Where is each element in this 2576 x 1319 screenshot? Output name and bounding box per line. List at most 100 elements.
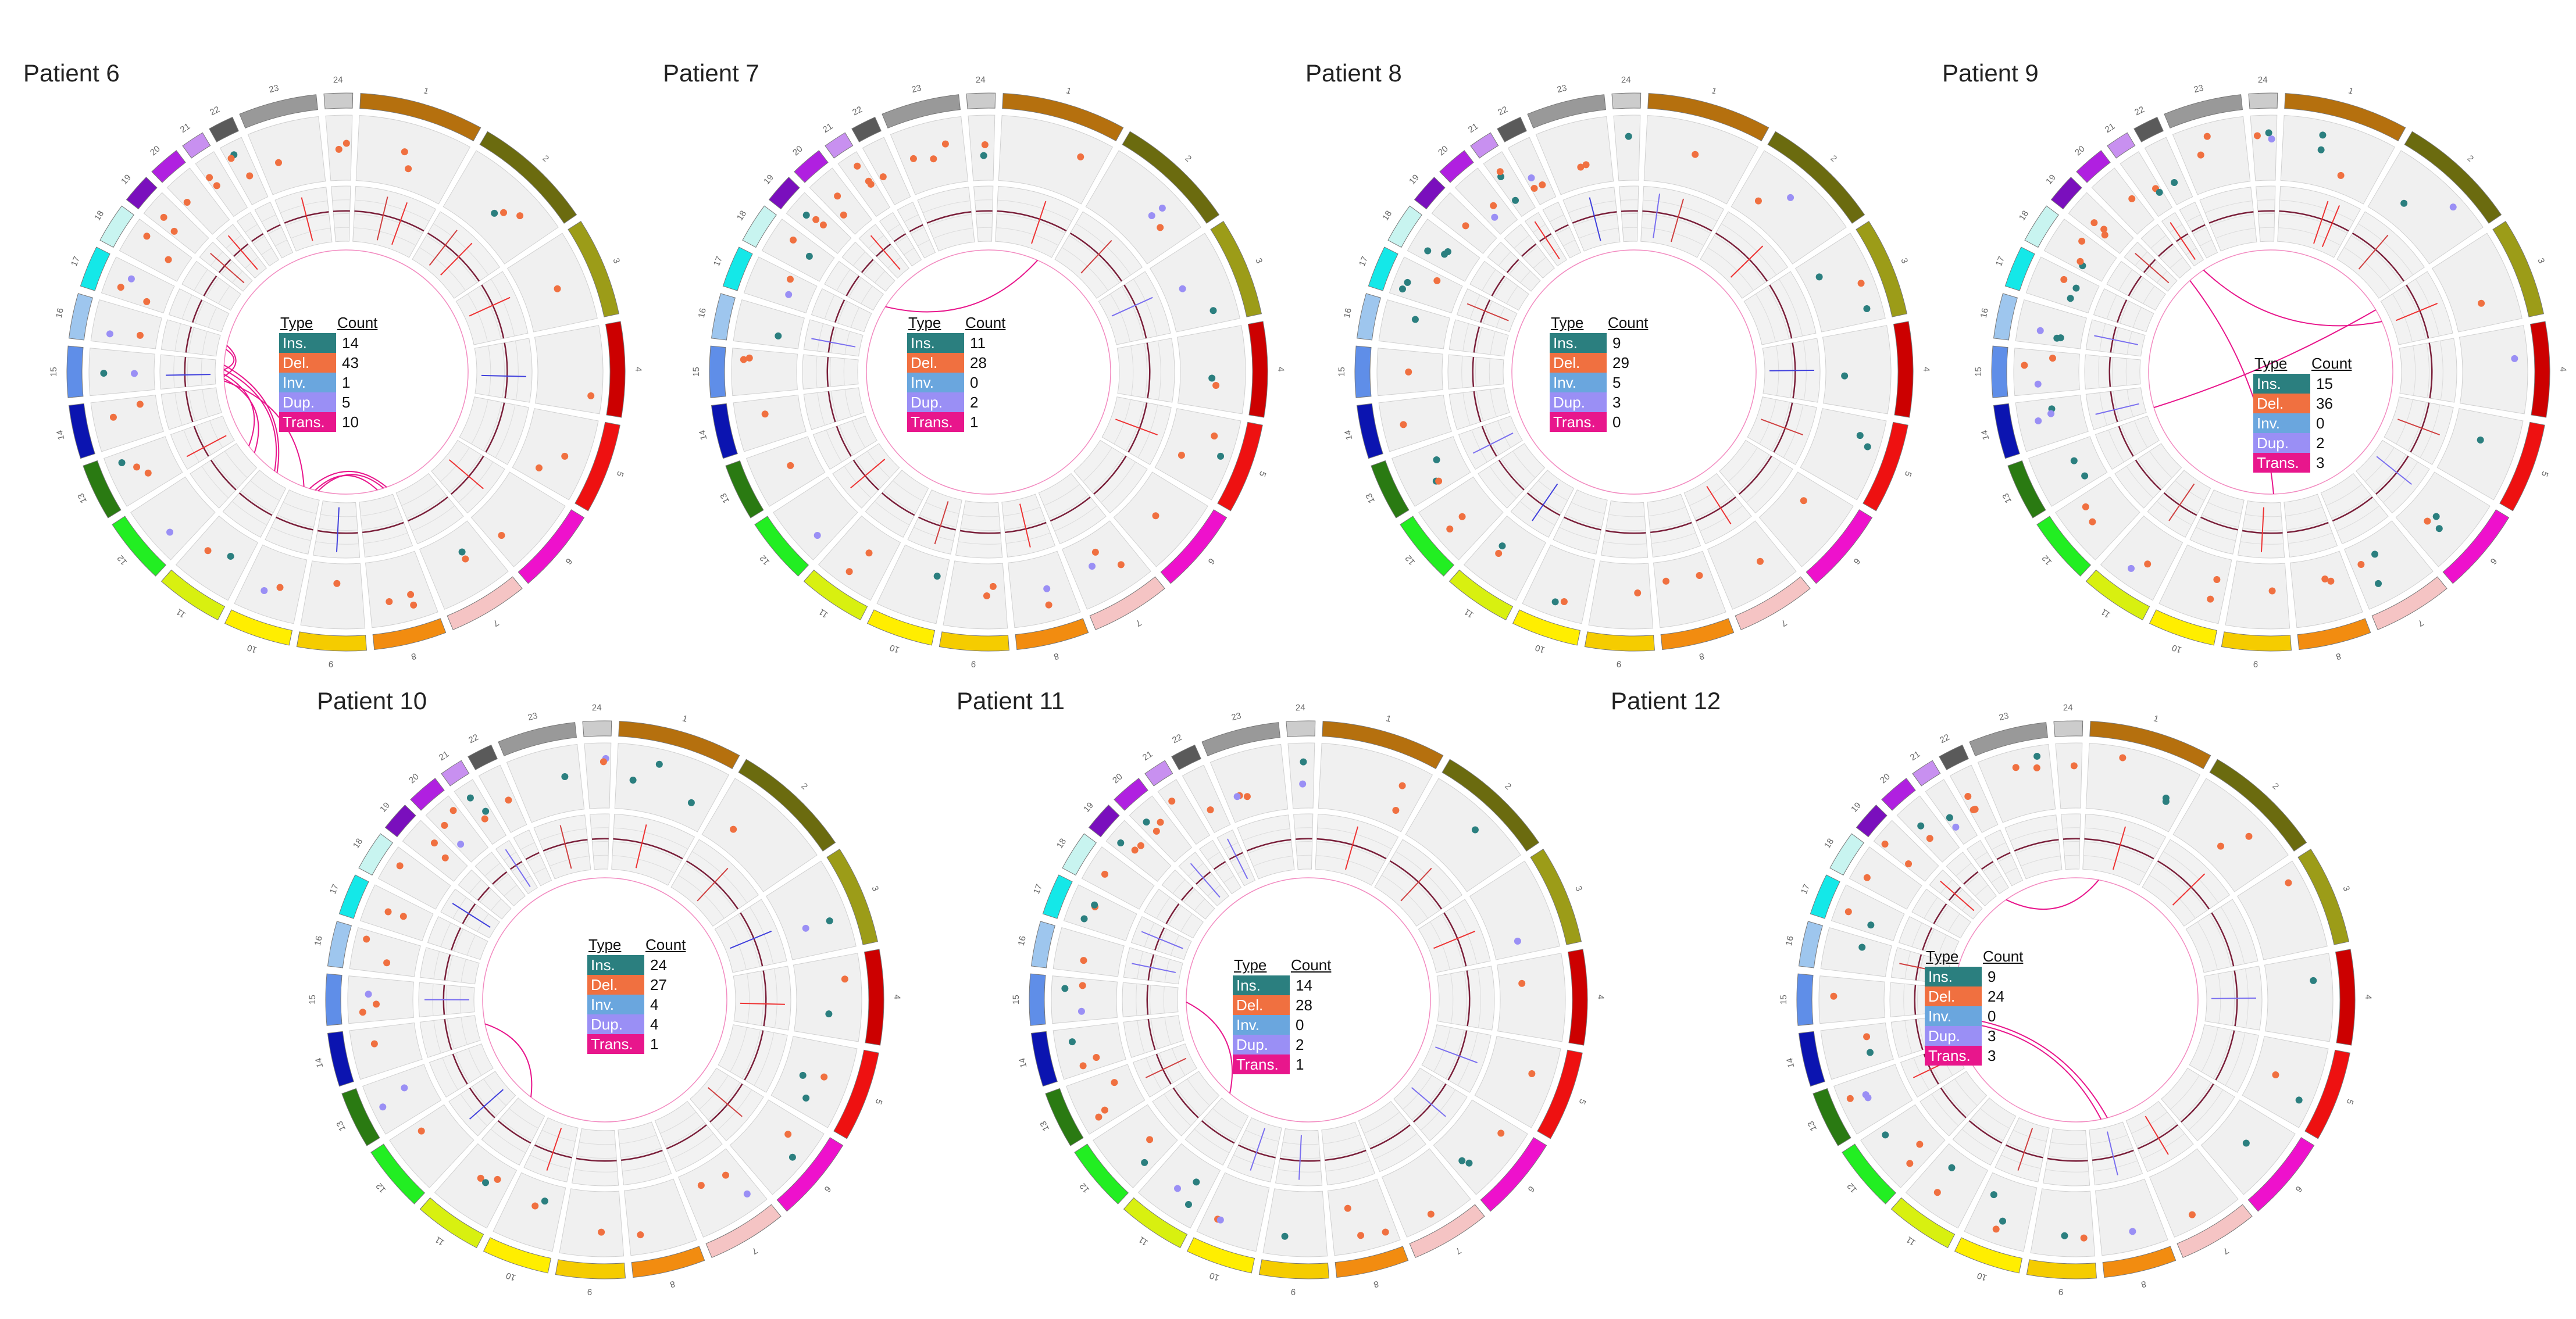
chromosome-ideogram [69, 403, 95, 458]
chromosome-label: 9 [1616, 659, 1621, 669]
chromosome-label: 22 [1938, 732, 1951, 746]
sv-point [431, 839, 438, 846]
chromosome-label: 8 [2140, 1279, 2147, 1289]
legend-row-dup: Dup.3 [1925, 1026, 2029, 1046]
sv-point [246, 172, 253, 179]
sv-point [1916, 1141, 1923, 1148]
chromosome-label: 10 [246, 642, 258, 655]
sv-point [228, 155, 235, 162]
sv-point [688, 799, 695, 806]
chromosome-label: 24 [1296, 703, 1305, 713]
chromosome-label: 18 [735, 209, 748, 222]
sv-point [762, 410, 769, 417]
sv-point [1498, 542, 1505, 549]
sv-point [880, 173, 887, 180]
legend-count-value: 28 [964, 353, 1011, 373]
chromosome-ideogram [864, 949, 884, 1045]
legend-row-inv: Inv.0 [2253, 413, 2357, 433]
sv-point [166, 529, 173, 536]
legend-type-label: Dup. [2253, 433, 2310, 453]
sv-point [803, 212, 810, 219]
sv-point [442, 855, 449, 862]
sv-point [1917, 823, 1924, 830]
sv-point [2060, 276, 2067, 283]
chromosome-ideogram [209, 117, 238, 142]
legend-count-value: 2 [2310, 433, 2357, 453]
sv-point [1078, 1008, 1085, 1015]
chromosome-ideogram [468, 745, 497, 770]
chromosome-label: 15 [691, 367, 701, 377]
sv-point [2090, 219, 2097, 226]
chromosome-label: 22 [2133, 105, 2146, 118]
sv-point [2061, 1232, 2068, 1239]
chromosome-label: 6 [2488, 556, 2499, 566]
sv-point [2102, 231, 2108, 238]
chromosome-label: 6 [1206, 556, 1216, 566]
sv-point [1514, 938, 1521, 945]
legend-type-label: Del. [1233, 995, 1290, 1015]
sv-point [1077, 153, 1084, 160]
sv-point [1159, 205, 1166, 212]
chromosome-label: 22 [1496, 105, 1510, 118]
legend-type-header: Type [2253, 355, 2310, 374]
sv-point [2269, 588, 2276, 595]
chromosome-ideogram [1585, 632, 1654, 651]
chromosome-label: 4 [633, 367, 643, 372]
sv-point [2156, 189, 2163, 196]
chromosome-label: 7 [750, 1245, 759, 1256]
sv-point [541, 1198, 548, 1204]
chromosome-label: 18 [2017, 209, 2031, 222]
sv-point [2071, 457, 2078, 464]
sv-point [2081, 473, 2088, 480]
chromosome-label: 12 [1403, 553, 1417, 567]
sv-point [814, 532, 821, 539]
legend-type-label: Inv. [2253, 413, 2310, 433]
chromosome-label: 1 [2347, 85, 2355, 96]
chromosome-ideogram [1612, 93, 1641, 109]
chromosome-label: 23 [1230, 711, 1242, 723]
legend-type-label: Inv. [907, 373, 964, 392]
chromosome-label: 12 [374, 1181, 388, 1195]
sv-point [1046, 602, 1052, 609]
sv-point [1143, 818, 1150, 825]
legend-count-value: 29 [1607, 353, 1654, 373]
chromosome-ideogram [852, 117, 881, 142]
sv-point [536, 464, 543, 471]
sv-point [2021, 362, 2028, 369]
chromosome-label: 17 [1994, 255, 2007, 268]
sv-point [1528, 1070, 1535, 1077]
legend-type-label: Dup. [907, 392, 964, 412]
chromosome-label: 9 [2253, 659, 2258, 669]
legend-count-value: 36 [2310, 394, 2357, 413]
sv-point [505, 796, 512, 803]
sv-point [137, 401, 144, 408]
scatter-track-segment [348, 976, 413, 1024]
sv-point [1539, 181, 1546, 188]
legend-type-label: Trans. [1233, 1055, 1290, 1074]
sv-point [656, 761, 663, 768]
sv-point [630, 777, 637, 784]
sv-segment-mark [2211, 998, 2256, 999]
chromosome-label: 17 [1799, 883, 1812, 896]
sv-point [2319, 131, 2326, 138]
sv-point [100, 370, 107, 377]
coverage-line [333, 211, 350, 212]
sv-point [1561, 598, 1568, 605]
sv-point [1152, 512, 1159, 519]
sv-point [1841, 373, 1848, 380]
legend-row-trans: Trans.1 [587, 1034, 691, 1054]
legend-count-header: Count [1290, 956, 1337, 975]
sv-point [407, 591, 414, 598]
sv-point [1882, 1131, 1889, 1138]
patient-title: Patient 12 [1611, 687, 1721, 715]
legend-row-trans: Trans.1 [907, 412, 1011, 432]
sv-point [598, 1229, 605, 1236]
chromosome-label: 10 [1208, 1270, 1221, 1282]
sv-point [1867, 921, 1874, 928]
sv-point [365, 991, 372, 998]
sv-point [2207, 596, 2214, 603]
legend-row-del: Del.36 [2253, 394, 2357, 413]
sv-point [1531, 185, 1538, 192]
